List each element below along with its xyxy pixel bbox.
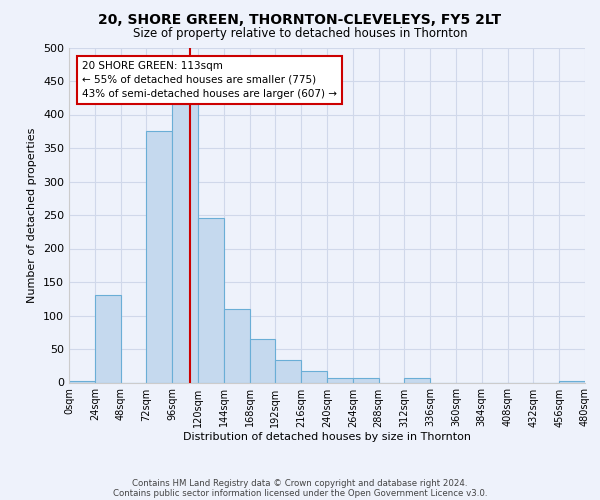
Bar (275, 360, 301, 382)
Bar (224, 309, 250, 382)
Bar (301, 371, 327, 382)
X-axis label: Distribution of detached houses by size in Thornton: Distribution of detached houses by size … (183, 432, 471, 442)
Y-axis label: Number of detached properties: Number of detached properties (28, 128, 37, 302)
Bar (327, 378, 353, 382)
Bar (172, 104, 198, 382)
Text: Contains HM Land Registry data © Crown copyright and database right 2024.: Contains HM Land Registry data © Crown c… (132, 479, 468, 488)
Bar (353, 378, 379, 382)
Text: Size of property relative to detached houses in Thornton: Size of property relative to detached ho… (133, 28, 467, 40)
Bar (559, 381, 585, 382)
Bar (198, 218, 224, 382)
Bar (404, 378, 430, 382)
Text: 20 SHORE GREEN: 113sqm
← 55% of detached houses are smaller (775)
43% of semi-de: 20 SHORE GREEN: 113sqm ← 55% of detached… (82, 61, 337, 99)
Bar (250, 339, 275, 382)
Bar (146, 131, 172, 382)
Bar (69, 381, 95, 382)
Text: Contains public sector information licensed under the Open Government Licence v3: Contains public sector information licen… (113, 489, 487, 498)
Bar (95, 296, 121, 382)
Text: 20, SHORE GREEN, THORNTON-CLEVELEYS, FY5 2LT: 20, SHORE GREEN, THORNTON-CLEVELEYS, FY5… (98, 12, 502, 26)
